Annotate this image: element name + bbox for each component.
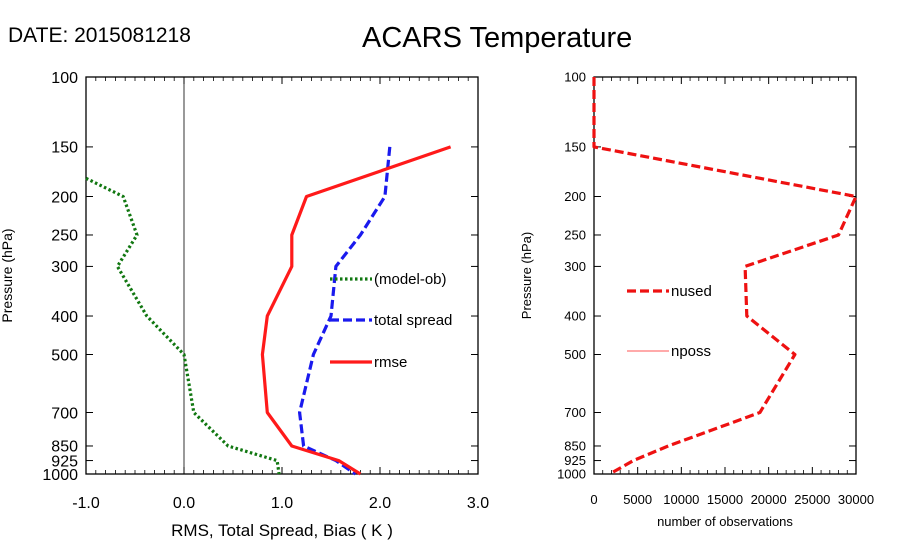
y-tick-label: 150	[51, 140, 78, 157]
legend-label: nused	[671, 283, 712, 300]
y-tick-label: 400	[51, 309, 78, 326]
series-line-nused	[592, 77, 858, 476]
series-line-total-spread	[298, 146, 392, 476]
series-line-rmse	[260, 145, 452, 476]
legend-label: nposs	[671, 343, 711, 360]
date-label: DATE: 2015081218	[8, 24, 191, 47]
legend-label: rmse	[374, 354, 407, 371]
x-tick-label: 30000	[838, 492, 874, 507]
y-axis-label: Pressure (hPa)	[519, 232, 534, 319]
y-tick-label: 925	[564, 453, 586, 468]
y-tick-label: 300	[51, 259, 78, 276]
y-axis-label: Pressure (hPa)	[0, 228, 15, 322]
y-tick-label: 850	[51, 439, 78, 456]
x-tick-label: 0.0	[173, 495, 195, 512]
y-tick-label: 850	[564, 439, 586, 454]
x-tick-label: 25000	[794, 492, 830, 507]
legend-label: (model-ob)	[374, 271, 447, 288]
y-tick-label: 200	[51, 189, 78, 206]
y-tick-label: 700	[564, 405, 586, 420]
y-tick-label: 150	[564, 140, 586, 155]
y-tick-label: 100	[51, 70, 78, 87]
y-tick-label: 500	[51, 347, 78, 364]
y-tick-label: 400	[564, 309, 586, 324]
x-tick-label: 5000	[623, 492, 652, 507]
x-axis-label: RMS, Total Spread, Bias ( K )	[171, 521, 393, 540]
x-tick-label: 10000	[663, 492, 699, 507]
y-tick-label: 300	[564, 259, 586, 274]
y-tick-label: 250	[51, 228, 78, 245]
y-tick-label: 100	[564, 70, 586, 85]
x-tick-label: 1.0	[271, 495, 293, 512]
y-tick-label: 200	[564, 189, 586, 204]
chart-title: ACARS Temperature	[362, 22, 633, 54]
y-tick-label: 925	[51, 453, 78, 470]
y-tick-label: 500	[564, 347, 586, 362]
x-tick-label: 3.0	[467, 495, 489, 512]
series-line-model-ob	[85, 176, 281, 475]
x-tick-label: -1.0	[72, 495, 100, 512]
x-tick-label: 2.0	[369, 495, 391, 512]
x-tick-label: 0	[590, 492, 597, 507]
x-tick-label: 15000	[707, 492, 743, 507]
x-tick-label: 20000	[751, 492, 787, 507]
x-axis-label: number of observations	[657, 514, 793, 529]
y-tick-label: 250	[564, 228, 586, 243]
legend-label: total spread	[374, 312, 452, 329]
y-tick-label: 700	[51, 405, 78, 422]
y-tick-label: 1000	[557, 467, 586, 482]
plot-frame	[593, 76, 857, 475]
y-tick-label: 1000	[42, 467, 78, 484]
